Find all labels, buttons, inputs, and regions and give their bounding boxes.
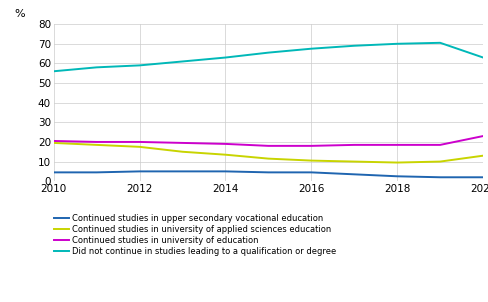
Y-axis label: %: % bbox=[14, 9, 24, 19]
Continued studies in upper secondary vocational education bbox=[51, 171, 57, 174]
Continued studies in university of education bbox=[394, 143, 400, 147]
Continued studies in upper secondary vocational education bbox=[137, 169, 142, 173]
Continued studies in university of applied sciences education bbox=[223, 153, 228, 156]
Continued studies in upper secondary vocational education bbox=[351, 172, 357, 176]
Line: Continued studies in upper secondary vocational education: Continued studies in upper secondary voc… bbox=[54, 171, 483, 177]
Continued studies in university of education bbox=[137, 140, 142, 144]
Continued studies in upper secondary vocational education bbox=[437, 175, 443, 179]
Continued studies in upper secondary vocational education bbox=[480, 175, 486, 179]
Did not continue in studies leading to a qualification or degree bbox=[480, 56, 486, 59]
Did not continue in studies leading to a qualification or degree bbox=[308, 47, 314, 50]
Did not continue in studies leading to a qualification or degree bbox=[51, 69, 57, 73]
Line: Continued studies in university of education: Continued studies in university of educa… bbox=[54, 136, 483, 146]
Continued studies in university of applied sciences education bbox=[437, 160, 443, 163]
Did not continue in studies leading to a qualification or degree bbox=[180, 59, 185, 63]
Did not continue in studies leading to a qualification or degree bbox=[437, 41, 443, 45]
Did not continue in studies leading to a qualification or degree bbox=[394, 42, 400, 46]
Continued studies in university of education bbox=[51, 139, 57, 143]
Did not continue in studies leading to a qualification or degree bbox=[137, 63, 142, 67]
Continued studies in university of applied sciences education bbox=[308, 159, 314, 162]
Line: Did not continue in studies leading to a qualification or degree: Did not continue in studies leading to a… bbox=[54, 43, 483, 71]
Continued studies in upper secondary vocational education bbox=[94, 171, 100, 174]
Legend: Continued studies in upper secondary vocational education, Continued studies in : Continued studies in upper secondary voc… bbox=[54, 214, 336, 256]
Did not continue in studies leading to a qualification or degree bbox=[94, 66, 100, 69]
Continued studies in university of applied sciences education bbox=[137, 145, 142, 149]
Continued studies in university of applied sciences education bbox=[480, 154, 486, 158]
Did not continue in studies leading to a qualification or degree bbox=[265, 51, 271, 54]
Continued studies in university of education bbox=[480, 134, 486, 138]
Continued studies in university of education bbox=[223, 142, 228, 146]
Continued studies in university of applied sciences education bbox=[394, 161, 400, 164]
Continued studies in university of education bbox=[437, 143, 443, 147]
Continued studies in university of education bbox=[180, 141, 185, 145]
Did not continue in studies leading to a qualification or degree bbox=[223, 56, 228, 59]
Continued studies in university of applied sciences education bbox=[94, 143, 100, 147]
Continued studies in university of applied sciences education bbox=[265, 157, 271, 160]
Continued studies in upper secondary vocational education bbox=[180, 169, 185, 173]
Continued studies in university of education bbox=[308, 144, 314, 148]
Line: Continued studies in university of applied sciences education: Continued studies in university of appli… bbox=[54, 143, 483, 162]
Continued studies in upper secondary vocational education bbox=[394, 175, 400, 178]
Continued studies in upper secondary vocational education bbox=[265, 171, 271, 174]
Continued studies in university of education bbox=[265, 144, 271, 148]
Continued studies in university of applied sciences education bbox=[351, 160, 357, 163]
Continued studies in university of education bbox=[351, 143, 357, 147]
Continued studies in university of applied sciences education bbox=[180, 150, 185, 153]
Continued studies in upper secondary vocational education bbox=[223, 169, 228, 173]
Continued studies in upper secondary vocational education bbox=[308, 171, 314, 174]
Continued studies in university of education bbox=[94, 140, 100, 144]
Did not continue in studies leading to a qualification or degree bbox=[351, 44, 357, 47]
Continued studies in university of applied sciences education bbox=[51, 141, 57, 145]
